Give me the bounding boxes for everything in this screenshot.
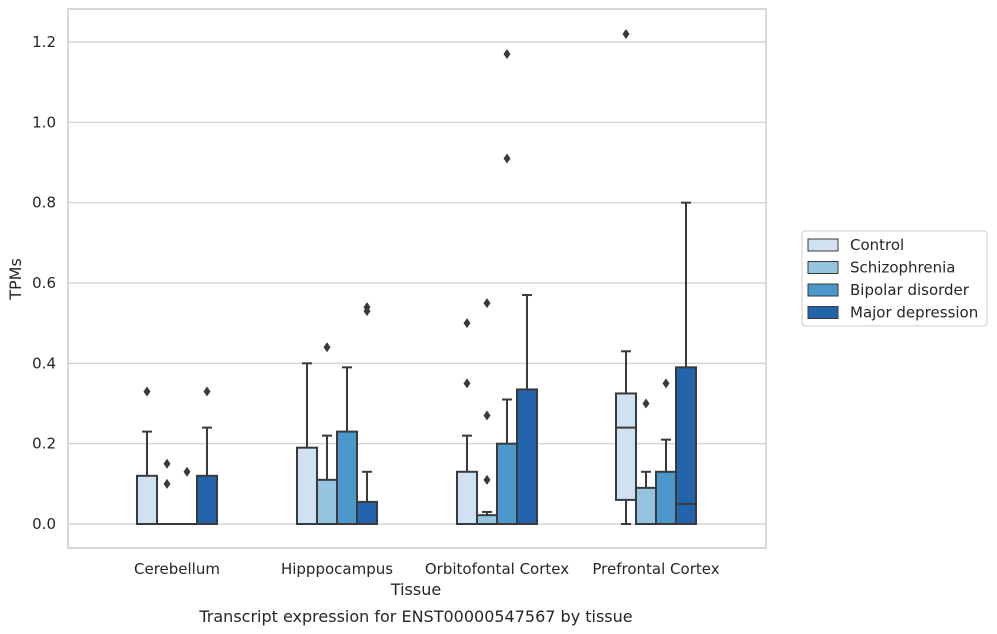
box-schizophrenia xyxy=(635,398,657,526)
box-bipolar-disorder xyxy=(655,378,677,525)
box-control xyxy=(456,318,478,525)
legend-label: Bipolar disorder xyxy=(850,281,970,299)
y-tick-label: 0.2 xyxy=(32,435,56,453)
box-body xyxy=(296,446,318,525)
box-bipolar-disorder xyxy=(496,49,518,525)
outlier-point xyxy=(483,474,491,485)
outlier-point xyxy=(163,478,171,489)
box-body xyxy=(675,366,697,525)
box-bipolar-disorder xyxy=(336,366,358,525)
box-body xyxy=(635,486,657,526)
x-tick-label: Cerebellum xyxy=(134,560,220,578)
outlier-point xyxy=(622,28,630,39)
outlier-point xyxy=(503,153,511,164)
outlier-point xyxy=(323,342,331,353)
grid-layer xyxy=(68,41,766,525)
box-body xyxy=(356,500,378,525)
outlier-point xyxy=(163,458,171,469)
outlier-point xyxy=(183,466,191,477)
legend-frame xyxy=(801,230,988,327)
box-schizophrenia xyxy=(156,458,178,526)
box-schizophrenia xyxy=(316,342,338,526)
outlier-point xyxy=(463,378,471,389)
box-major-depression xyxy=(516,294,538,526)
outlier-point xyxy=(642,398,650,409)
y-tick-label: 1.2 xyxy=(32,33,56,51)
x-tick-label: Orbitofontal Cortex xyxy=(425,560,569,578)
box-major-depression xyxy=(675,201,697,525)
box-body xyxy=(196,474,218,525)
x-tick-labels: Cerebellum Hipppocampus Orbitofontal Corte… xyxy=(134,560,720,578)
legend: Control Schizophrenia Bipolar disorder Majo… xyxy=(801,230,988,327)
legend-label: Schizophrenia xyxy=(850,259,955,277)
y-tick-label: 0.8 xyxy=(32,194,56,212)
box-control xyxy=(136,386,158,525)
y-tick-label: 0.0 xyxy=(32,515,56,533)
box-control xyxy=(296,362,318,525)
outlier-point xyxy=(463,318,471,329)
outlier-point xyxy=(483,410,491,421)
box-body xyxy=(655,470,677,525)
outlier-point xyxy=(143,386,151,397)
legend-swatch xyxy=(807,306,839,319)
legend-swatch xyxy=(807,283,839,297)
box-body xyxy=(336,430,358,525)
y-tick-label: 0.6 xyxy=(32,274,56,292)
x-tick-label: Hipppocampus xyxy=(281,560,393,578)
legend-label: Control xyxy=(850,236,904,254)
x-axis-title: Tissue xyxy=(390,580,441,599)
y-tick-labels: 0.0 0.2 0.4 0.6 0.8 1.0 1.2 xyxy=(32,33,56,533)
y-tick-label: 0.4 xyxy=(32,354,56,372)
outlier-point xyxy=(662,378,670,389)
box-body xyxy=(516,388,538,526)
legend-swatch xyxy=(807,238,839,252)
box-body xyxy=(316,478,338,526)
y-tick-label: 1.0 xyxy=(32,113,56,131)
outlier-point xyxy=(203,386,211,397)
outlier-point xyxy=(483,298,491,309)
box-major-depression xyxy=(356,302,378,525)
legend-label: Major depression xyxy=(850,304,978,322)
legend-items: Control Schizophrenia Bipolar disorder Majo… xyxy=(807,236,978,322)
box-body xyxy=(456,470,478,525)
box-body xyxy=(476,514,498,525)
y-axis-title: TPMs xyxy=(6,258,25,301)
chart-caption: Transcript expression for ENST0000054756… xyxy=(198,607,632,626)
box-body xyxy=(136,474,158,525)
legend-swatch xyxy=(807,261,839,274)
box-body xyxy=(496,442,518,525)
box-layer xyxy=(136,28,697,526)
plot-frame xyxy=(67,8,767,549)
outlier-point xyxy=(503,49,511,60)
box-major-depression xyxy=(196,386,218,525)
x-tick-label: Prefrontal Cortex xyxy=(592,560,719,578)
box-body xyxy=(615,392,637,501)
box-bipolar-disorder xyxy=(176,466,198,526)
outlier-point xyxy=(363,302,371,313)
box-control xyxy=(615,28,637,525)
box-schizophrenia xyxy=(476,298,498,525)
